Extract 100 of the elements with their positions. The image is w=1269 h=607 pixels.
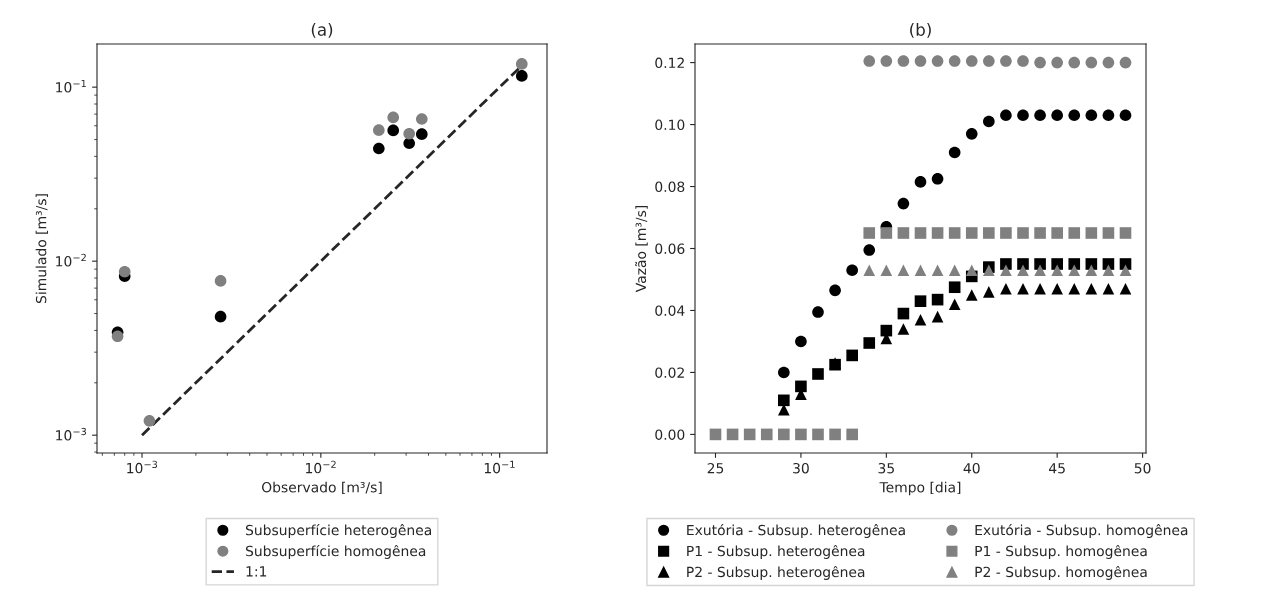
point	[914, 55, 927, 67]
point	[1000, 264, 1012, 276]
point	[1102, 264, 1115, 276]
point	[931, 55, 944, 67]
point	[863, 264, 876, 276]
point	[1051, 109, 1063, 122]
point	[897, 307, 910, 320]
point	[1119, 109, 1132, 122]
point	[795, 380, 807, 393]
point	[1034, 227, 1046, 239]
point	[846, 349, 858, 362]
legend-label: 1:1	[246, 566, 267, 577]
point	[1017, 227, 1029, 239]
x-tick-label: 30	[793, 462, 809, 474]
point	[1000, 282, 1012, 295]
point	[965, 227, 978, 239]
y-tick-label: 0.10	[655, 119, 685, 131]
point	[948, 298, 961, 311]
point	[931, 227, 944, 239]
point	[846, 428, 858, 441]
point	[1068, 264, 1081, 276]
point	[983, 55, 995, 67]
point	[1085, 56, 1098, 69]
point	[965, 55, 978, 67]
point	[948, 264, 961, 276]
point	[931, 264, 944, 276]
point	[914, 264, 927, 276]
chart-title: (b)	[910, 23, 931, 38]
point	[1017, 282, 1029, 295]
y-tick-label: 10$^{−3}$	[56, 427, 86, 441]
point	[1068, 109, 1081, 122]
x-tick-label: 10$^{−3}$	[127, 460, 158, 474]
point	[1034, 109, 1046, 122]
point	[880, 264, 893, 276]
y-tick-label: 0.08	[655, 181, 685, 192]
point	[1051, 56, 1063, 69]
point	[948, 55, 961, 67]
point	[812, 306, 824, 318]
point	[897, 55, 910, 67]
point	[1000, 55, 1012, 67]
point	[914, 313, 927, 326]
point	[1085, 264, 1098, 276]
point	[983, 286, 995, 298]
point	[965, 264, 978, 276]
point	[795, 335, 807, 348]
point	[948, 146, 961, 159]
point	[1102, 56, 1115, 69]
point	[863, 55, 876, 67]
x-axis-title: Tempo [dia]	[879, 481, 961, 496]
point	[897, 227, 910, 239]
legend-label: Subsuperfície homogênea	[245, 544, 426, 559]
legend-label: Exutória - Subsup. heterogênea	[687, 524, 905, 538]
legend-label: P1 - Subsup. heterogênea	[687, 544, 865, 559]
y-tick-label: 0.06	[655, 243, 685, 254]
point	[812, 368, 824, 380]
point	[1102, 227, 1115, 239]
x-tick-label: 35	[878, 462, 894, 474]
x-tick-label: 45	[1049, 463, 1065, 474]
point	[965, 289, 978, 301]
point	[760, 428, 773, 441]
point	[1119, 227, 1132, 239]
point	[1017, 264, 1029, 276]
point	[1034, 56, 1046, 69]
point	[914, 176, 927, 188]
point	[778, 366, 790, 379]
legend-label: Subsuperfície heterogênea	[245, 524, 431, 538]
point	[863, 227, 876, 239]
point	[1051, 282, 1063, 295]
legend-label: P2 - Subsup. heterogênea	[687, 565, 865, 580]
x-tick-label: 50	[1134, 462, 1151, 474]
point	[1119, 282, 1132, 295]
legend-label: Exutória - Subsup. homogênea	[975, 524, 1188, 538]
point	[965, 128, 978, 140]
y-tick-label: 10$^{−1}$	[56, 79, 86, 93]
legend-label: P2 - Subsup. homogênea	[975, 565, 1147, 580]
point	[983, 115, 995, 128]
point	[931, 172, 944, 185]
point	[1034, 264, 1046, 276]
y-axis-title: Vazão [m³/s]	[635, 205, 648, 293]
y-tick-label: 0.12	[655, 57, 684, 69]
point	[778, 428, 790, 441]
point	[1119, 264, 1132, 276]
point	[1051, 264, 1063, 276]
point	[1102, 282, 1115, 295]
point	[1119, 56, 1132, 69]
point	[726, 428, 739, 441]
point	[743, 428, 756, 441]
point	[897, 197, 910, 210]
point	[1034, 282, 1046, 295]
point	[983, 227, 995, 239]
point	[914, 295, 927, 307]
x-tick-label: 40	[963, 462, 980, 474]
point	[709, 428, 722, 441]
point	[880, 227, 893, 239]
point	[1068, 56, 1081, 69]
point	[948, 227, 961, 239]
point	[863, 337, 876, 349]
x-tick-label: 10$^{−1}$	[484, 460, 515, 474]
point	[880, 55, 893, 67]
point	[1085, 227, 1098, 239]
